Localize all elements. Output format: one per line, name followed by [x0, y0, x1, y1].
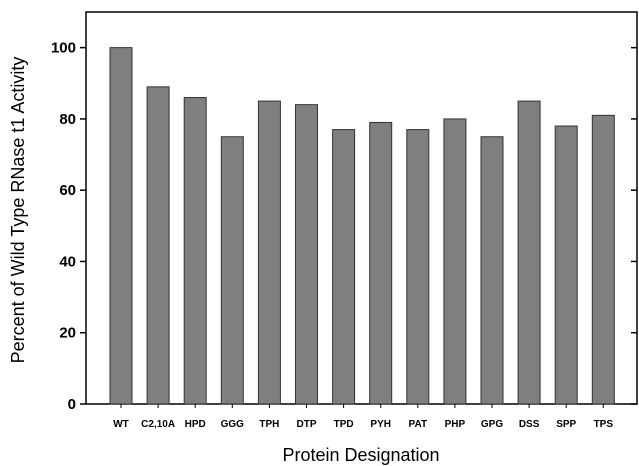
y-tick-label: 100: [51, 40, 76, 57]
bar-gpg: [480, 136, 504, 405]
bar-dtp: [295, 104, 318, 405]
x-tick-label: PHP: [445, 419, 466, 430]
x-tick-label: GPG: [481, 419, 503, 430]
bar-tps: [591, 114, 615, 405]
x-tick-label: WT: [113, 419, 129, 430]
x-tick-label: SPP: [556, 419, 576, 430]
x-tick-label: HPD: [185, 419, 206, 430]
x-tick-label: PAT: [409, 419, 428, 430]
bar-spp: [554, 125, 578, 405]
bar-tpd: [332, 129, 356, 405]
x-axis-title: Protein Designation: [282, 445, 439, 465]
x-tick-label: TPD: [334, 419, 354, 430]
bar-c2-10a: [146, 86, 170, 405]
x-tick-label: TPH: [259, 419, 279, 430]
bar-pat: [406, 129, 430, 405]
bar-hpd: [183, 97, 207, 405]
x-tick-label: TPS: [594, 419, 614, 430]
y-tick-label: 40: [59, 253, 76, 270]
bar-wt: [109, 47, 133, 405]
bar-tph: [257, 100, 281, 405]
x-tick-label: DSS: [519, 419, 540, 430]
bar-php: [443, 118, 467, 405]
x-tick-label: GGG: [221, 419, 245, 430]
bar-series: [109, 47, 615, 405]
plot-frame: [85, 11, 638, 405]
x-tick-label: C2,10A: [141, 419, 175, 430]
x-tick-label: DTP: [297, 419, 317, 430]
x-axis: WT C2,10A HPD GGG TPH DTP TPD PYH PAT PHP GPG DSS SP…: [113, 404, 613, 430]
y-tick-label: 60: [59, 182, 76, 199]
y-tick-label: 20: [59, 325, 76, 342]
x-tick-label: PYH: [370, 419, 391, 430]
bar-dss: [517, 100, 541, 405]
y-tick-label: 80: [59, 111, 76, 128]
bar-ggg: [220, 136, 244, 405]
bar-pyh: [369, 121, 393, 405]
y-axis-title: Percent of Wild Type RNase t1 Activity: [8, 57, 28, 364]
y-tick-label: 0: [68, 396, 76, 413]
y-axis: 0 20 40 60 80 100: [51, 40, 637, 413]
